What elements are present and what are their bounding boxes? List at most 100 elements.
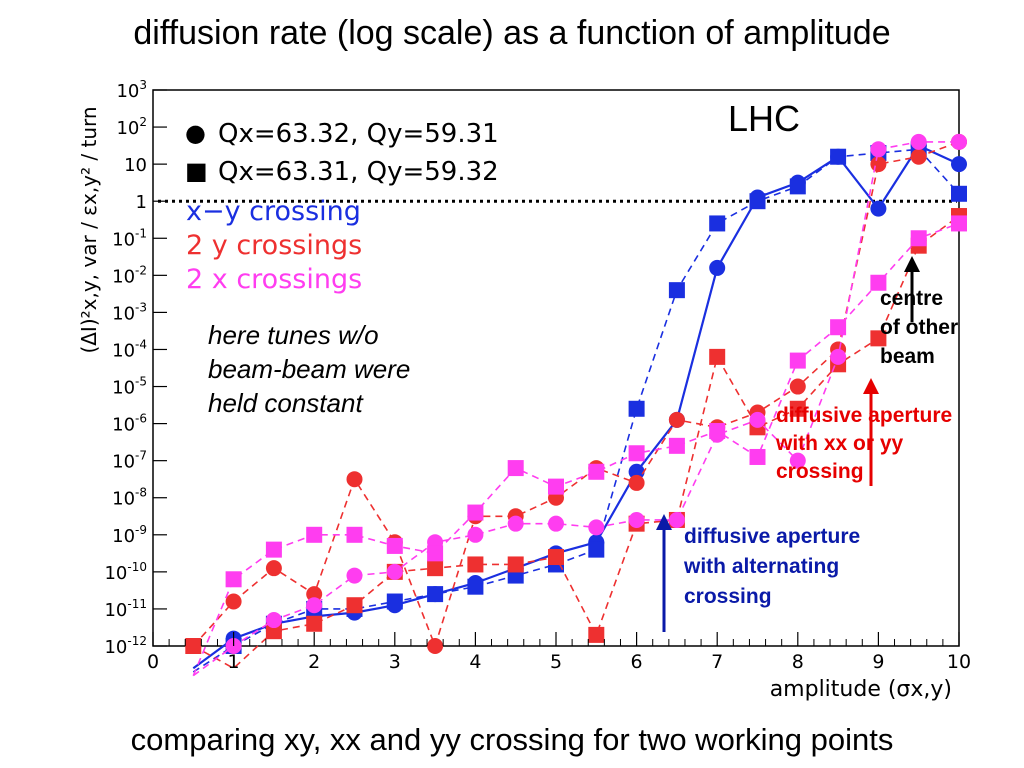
plot-label-lhc: LHC <box>728 98 801 139</box>
note-tunes-line: beam-beam were <box>208 354 411 384</box>
data-point-circle <box>346 567 363 584</box>
x-tick-label: 5 <box>550 651 562 673</box>
data-point-square <box>789 400 806 417</box>
note-tunes: here tunes w/o beam-beam were held const… <box>208 318 410 420</box>
data-point-circle <box>628 463 645 480</box>
data-point-square <box>830 148 847 165</box>
note-blue-line: diffusive aperture <box>684 525 861 548</box>
data-point-circle <box>628 474 645 491</box>
note-red-line: diffusive aperture <box>776 404 953 427</box>
data-point-square <box>749 193 766 210</box>
x-tick-label: 6 <box>631 651 643 673</box>
legend-marker-symbol: ■ <box>185 157 208 185</box>
x-tick-label: 2 <box>308 651 320 673</box>
y-tick-label: 10-5 <box>112 375 147 399</box>
y-tick-label: 10-12 <box>104 634 147 658</box>
arrow-red-head <box>863 378 879 394</box>
data-point-square <box>709 348 726 365</box>
data-point-circle <box>870 141 887 158</box>
x-tick-label: 9 <box>872 651 884 673</box>
data-point-square <box>709 423 726 440</box>
data-point-circle <box>910 148 927 165</box>
y-tick-label: 10 <box>124 155 147 176</box>
data-point-square <box>467 578 484 595</box>
note-centre-of-beam: centre of other beam <box>880 284 958 371</box>
data-point-square <box>668 282 685 299</box>
data-point-circle <box>870 156 887 173</box>
legend-marker-symbol: ● <box>185 119 206 147</box>
data-point-square <box>306 615 323 632</box>
note-tunes-line: here tunes w/o <box>208 320 379 350</box>
legend-marker-label: Qx=63.31, Qy=59.32 <box>218 157 499 187</box>
data-point-square <box>265 541 282 558</box>
data-point-circle <box>789 378 806 395</box>
x-tick-label: 4 <box>469 651 481 673</box>
data-point-square <box>951 185 967 202</box>
note-blue-line: crossing <box>684 585 772 608</box>
data-point-square <box>830 319 847 336</box>
data-point-square <box>548 478 564 495</box>
data-point-square <box>870 330 887 347</box>
y-tick-label: 1 <box>136 192 147 213</box>
y-tick-label: 10-2 <box>112 263 147 287</box>
data-point-square <box>507 460 524 477</box>
y-tick-label: 102 <box>116 115 147 139</box>
y-tick-label: 10-7 <box>112 449 147 473</box>
data-point-square <box>427 545 444 562</box>
y-axis-label: (ΔI)²x,y, var / εx,y² / turn <box>77 106 101 353</box>
note-red-line: crossing <box>776 460 864 483</box>
note-centre-line: beam <box>880 345 935 368</box>
data-point-circle <box>668 511 685 528</box>
x-tick-label: 7 <box>711 651 723 673</box>
data-point-circle <box>588 519 605 536</box>
data-point-square <box>910 230 927 247</box>
data-point-square <box>346 526 363 543</box>
data-point-circle <box>507 515 524 532</box>
note-red-line: with xx or yy <box>776 432 904 455</box>
data-point-circle <box>830 348 847 365</box>
x-tick-label: 10 <box>947 651 971 673</box>
data-point-circle <box>225 593 242 610</box>
data-point-square <box>789 178 806 195</box>
data-point-circle <box>427 638 444 654</box>
data-point-square <box>548 549 564 566</box>
y-tick-label: 10-11 <box>104 597 147 621</box>
data-point-square <box>306 526 323 543</box>
data-point-circle <box>467 526 484 543</box>
x-tick-label: 3 <box>389 651 401 673</box>
y-tick-label: 10-4 <box>112 337 147 361</box>
legend-marker-label: Qx=63.32, Qy=59.31 <box>218 119 499 149</box>
data-point-square <box>628 445 645 462</box>
note-tunes-line: held constant <box>208 388 363 418</box>
series-line <box>192 141 959 677</box>
data-point-square <box>951 215 967 232</box>
y-tick-label: 10-6 <box>112 412 147 436</box>
data-point-circle <box>386 563 403 580</box>
data-point-square <box>628 400 645 417</box>
y-tick-label: 10-3 <box>112 300 147 324</box>
note-xx-yy-aperture: diffusive aperture with xx or yy crossin… <box>776 402 952 486</box>
slide-title: diffusion rate (log scale) as a function… <box>133 14 891 52</box>
y-tick-label: 10-9 <box>112 523 147 547</box>
data-point-square <box>467 504 484 521</box>
x-tick-label: 0 <box>147 651 159 673</box>
data-point-square <box>709 215 726 232</box>
data-point-square <box>427 560 444 577</box>
data-point-circle <box>346 471 363 488</box>
arrow-black-head <box>904 256 920 272</box>
data-point-circle <box>951 156 967 173</box>
data-point-square <box>789 352 806 369</box>
data-point-circle <box>306 597 323 614</box>
note-blue-line: with alternating <box>684 555 840 578</box>
x-axis-label: amplitude (σx,y) <box>770 677 952 702</box>
y-tick-label: 10-10 <box>104 560 147 584</box>
data-point-square <box>185 638 202 654</box>
data-point-square <box>668 437 685 454</box>
slide-footer: comparing xy, xx and yy crossing for two… <box>130 722 894 757</box>
data-point-circle <box>951 133 967 150</box>
data-point-square <box>588 626 605 643</box>
y-tick-label: 10-1 <box>112 226 147 250</box>
data-point-circle <box>789 452 806 469</box>
legend-color-label: 2 x crossings <box>186 264 362 295</box>
